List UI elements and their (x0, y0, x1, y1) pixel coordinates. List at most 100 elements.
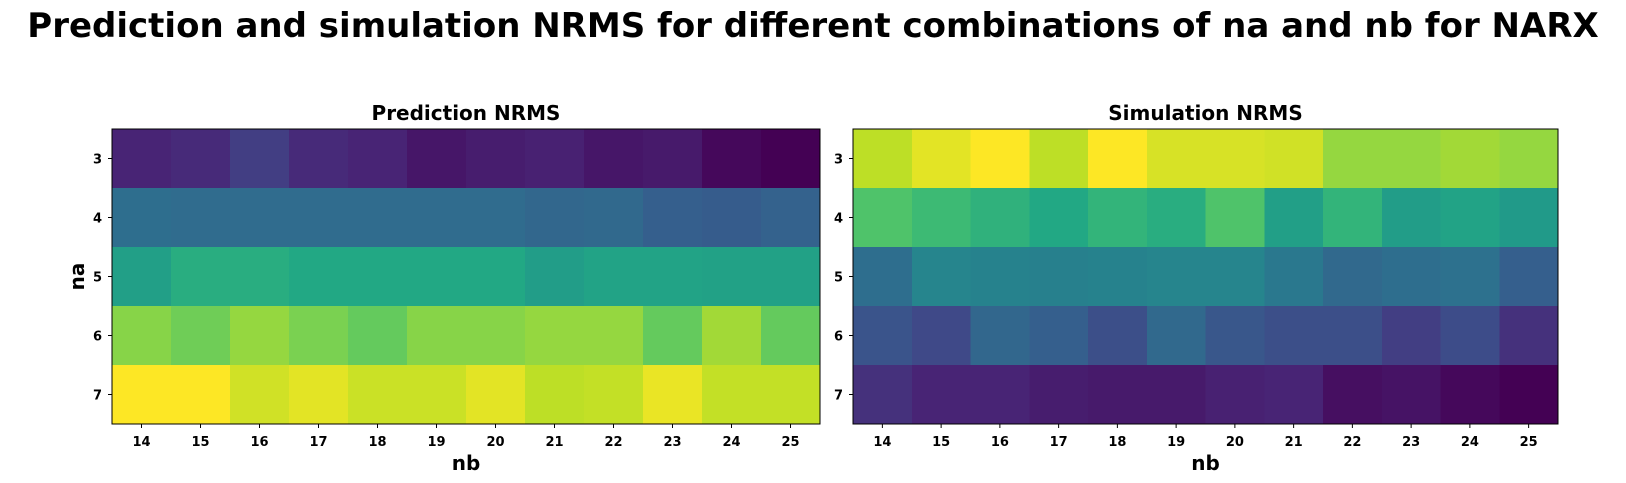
heatmap-cell (466, 365, 526, 425)
heatmap-cell (407, 188, 467, 248)
heatmap-cell (525, 306, 585, 366)
heatmap-cell (761, 247, 821, 307)
heatmap-cell (853, 188, 913, 248)
y-tick-label: 5 (834, 271, 843, 286)
heatmap-cell (1381, 129, 1442, 189)
heatmap-cell (1205, 365, 1265, 425)
heatmap-cell (348, 365, 408, 425)
heatmap-cell (525, 365, 585, 425)
x-tick-label: 17 (1050, 435, 1068, 450)
y-tick-label: 3 (834, 153, 843, 168)
heatmap-cell (761, 365, 821, 425)
x-axis-label: nb (452, 451, 481, 475)
heatmap-cell (348, 129, 408, 189)
x-tick-label: 21 (545, 435, 563, 450)
x-tick-label: 16 (991, 435, 1009, 450)
x-tick-label: 25 (1520, 435, 1538, 450)
heatmap-cell (1205, 247, 1265, 307)
heatmap-cell (1381, 247, 1442, 307)
heatmap-cell (1146, 306, 1207, 366)
heatmap-cell (1440, 129, 1500, 189)
heatmap-cell (584, 188, 644, 248)
heatmap-cell (1088, 247, 1148, 307)
heatmap-cell (230, 365, 290, 425)
heatmap-cell (466, 129, 526, 189)
heatmap-cell (911, 365, 972, 425)
heatmap-cell (466, 306, 526, 366)
heatmap-cell (1088, 306, 1148, 366)
heatmap-cell (702, 129, 762, 189)
heatmap-cell (348, 306, 408, 366)
heatmap-cell (230, 129, 290, 189)
heatmap-cell (112, 188, 172, 248)
heatmap-cell (230, 188, 290, 248)
heatmap-cell (643, 247, 703, 307)
heatmap-cell (643, 306, 703, 366)
heatmap-cell (1323, 129, 1383, 189)
heatmap-cell (761, 188, 821, 248)
y-tick-label: 4 (93, 212, 102, 227)
heatmap-cell (1146, 365, 1207, 425)
heatmap-cell (1088, 365, 1148, 425)
heatmap-cell (584, 365, 644, 425)
y-tick-label: 6 (93, 330, 102, 345)
x-tick-label: 22 (604, 435, 622, 450)
y-tick-label: 6 (834, 330, 843, 345)
heatmap-cell (761, 306, 821, 366)
heatmap-cell (289, 306, 349, 366)
heatmap-cell (407, 247, 467, 307)
heatmap-cell (702, 247, 762, 307)
heatmap-cell (112, 129, 172, 189)
heatmap-cell (584, 129, 644, 189)
heatmap-cell (348, 188, 408, 248)
heatmap-cell (171, 188, 231, 248)
x-tick-label: 15 (191, 435, 209, 450)
y-tick-label: 4 (834, 212, 843, 227)
heatmap-cell (702, 306, 762, 366)
heatmap-cell (1323, 306, 1383, 366)
heatmap-cell (1381, 306, 1442, 366)
heatmap-cell (289, 188, 349, 248)
heatmap-cell (702, 188, 762, 248)
heatmap-cell (1264, 129, 1324, 189)
heatmap-cell (970, 188, 1030, 248)
heatmap-cell (525, 247, 585, 307)
x-tick-label: 21 (1285, 435, 1303, 450)
heatmap-cell (525, 129, 585, 189)
heatmap-cell (1381, 188, 1442, 248)
simulation-heatmap: 14 15 16 17 18 19 20 21 22 23 24 25 3 4 5 6 7 Simulation … (834, 101, 1559, 475)
heatmap-cell (970, 129, 1030, 189)
y-tick-label: 7 (93, 389, 102, 404)
x-tick-label: 24 (722, 435, 740, 450)
panel-title: Prediction NRMS (372, 101, 561, 125)
x-tick-label: 24 (1461, 435, 1479, 450)
heatmap-cell (289, 365, 349, 425)
heatmap-cell (1029, 306, 1089, 366)
x-tick-label: 23 (1402, 435, 1420, 450)
heatmap-cell (970, 365, 1030, 425)
heatmap-cell (584, 306, 644, 366)
heatmap-cell (1264, 365, 1324, 425)
heatmap-cell (171, 129, 231, 189)
heatmap-cell (1088, 188, 1148, 248)
heatmap-cell (911, 247, 972, 307)
x-tick-label: 18 (1108, 435, 1126, 450)
heatmap-cell (112, 306, 172, 366)
heatmap-cell (407, 365, 467, 425)
heatmap-cell (970, 247, 1030, 307)
heatmap-cell (1499, 247, 1559, 307)
heatmap-cell (407, 306, 467, 366)
heatmap-cell (1146, 188, 1207, 248)
heatmap-cell (1440, 188, 1500, 248)
heatmap-cell (230, 247, 290, 307)
heatmap-cell (1499, 188, 1559, 248)
heatmap-cell (230, 306, 290, 366)
x-tick-label: 19 (427, 435, 445, 450)
heatmap-cell (1323, 247, 1383, 307)
x-tick-label: 23 (663, 435, 681, 450)
x-tick-label: 15 (932, 435, 950, 450)
prediction-heatmap: 14 15 16 17 18 19 20 21 22 23 24 25 3 4 5 6 7 Prediction … (65, 101, 821, 475)
heatmap-cell (1029, 365, 1089, 425)
x-tick-label: 16 (250, 435, 268, 450)
